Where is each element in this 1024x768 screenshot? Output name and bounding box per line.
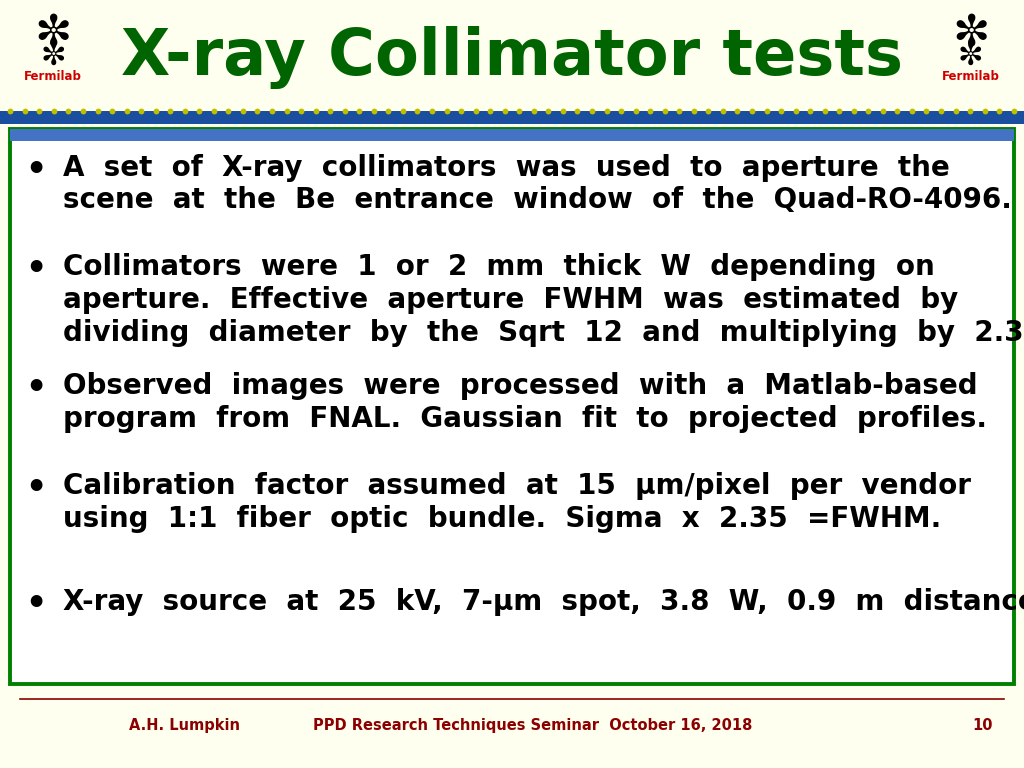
Text: X-ray  source  at  25  kV,  7-μm  spot,  3.8  W,  0.9  m  distance.: X-ray source at 25 kV, 7-μm spot, 3.8 W,… (63, 588, 1024, 615)
Text: Fermilab: Fermilab (25, 71, 82, 83)
Text: X-ray Collimator tests: X-ray Collimator tests (121, 26, 903, 89)
Text: 10: 10 (973, 718, 993, 733)
Text: Calibration  factor  assumed  at  15  μm/pixel  per  vendor
using  1:1  fiber  o: Calibration factor assumed at 15 μm/pixe… (63, 472, 972, 533)
Text: •: • (26, 588, 47, 621)
Bar (0, 111, 1024, 124)
FancyBboxPatch shape (10, 129, 1014, 684)
Text: ✼: ✼ (958, 41, 983, 71)
Text: A  set  of  X-ray  collimators  was  used  to  aperture  the
scene  at  the  Be : A set of X-ray collimators was used to a… (63, 154, 1013, 214)
Text: Collimators  were  1  or  2  mm  thick  W  depending  on
aperture.  Effective  a: Collimators were 1 or 2 mm thick W depen… (63, 253, 1024, 347)
Text: ✼: ✼ (952, 12, 989, 55)
Bar (10, 129, 1014, 141)
Text: PPD Research Techniques Seminar  October 16, 2018: PPD Research Techniques Seminar October … (312, 718, 753, 733)
Text: •: • (26, 472, 47, 505)
Text: •: • (26, 253, 47, 286)
Text: ✼: ✼ (35, 12, 72, 55)
Text: A.H. Lumpkin: A.H. Lumpkin (129, 718, 240, 733)
Text: •: • (26, 154, 47, 187)
Text: Observed  images  were  processed  with  a  Matlab-based
program  from  FNAL.  G: Observed images were processed with a Ma… (63, 372, 987, 433)
Text: ✼: ✼ (41, 41, 66, 71)
Text: Fermilab: Fermilab (942, 71, 999, 83)
Text: •: • (26, 372, 47, 406)
